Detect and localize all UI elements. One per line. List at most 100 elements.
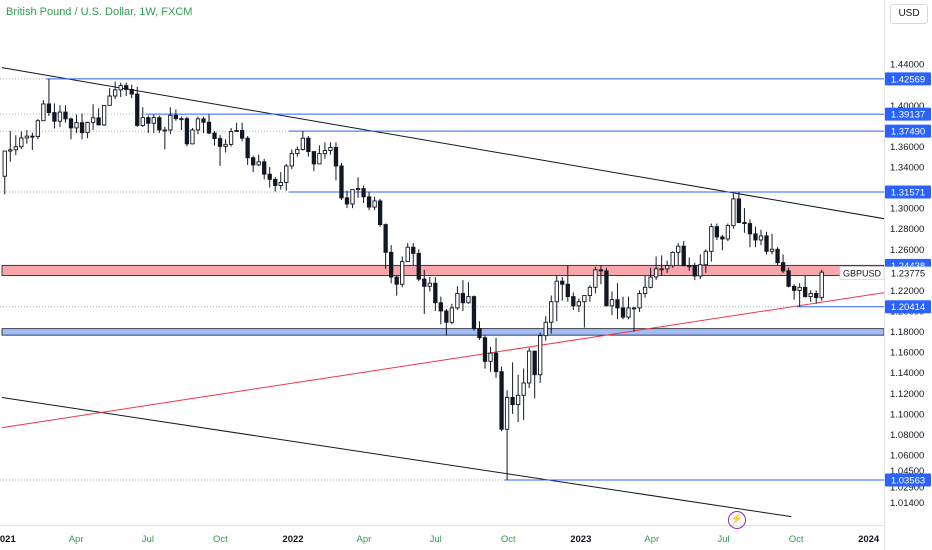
candle-body: [471, 296, 477, 329]
candle-body: [676, 245, 681, 253]
candle-body: [455, 293, 460, 309]
candle-body: [725, 225, 731, 240]
candle-body: [598, 269, 604, 272]
candle-body: [648, 276, 653, 288]
candle-body: [129, 88, 134, 95]
lightning-icon[interactable]: ⚡: [728, 511, 746, 529]
candle-body: [256, 161, 261, 166]
candle-body: [168, 114, 173, 131]
currency-button[interactable]: USD: [890, 4, 928, 24]
candle-body: [775, 248, 780, 264]
candle-body: [190, 129, 195, 145]
candle-body: [819, 271, 824, 299]
candle-body: [79, 122, 85, 134]
price-zones: [1, 264, 885, 336]
price-tick-label: 1.08000: [890, 430, 924, 441]
candle-body: [355, 188, 361, 191]
candle-body: [157, 117, 162, 131]
candle-body: [438, 302, 443, 312]
candle-body: [201, 118, 206, 123]
candle-body: [698, 264, 703, 277]
level-price-tag: [885, 107, 931, 121]
time-tick-label: Jul: [142, 534, 154, 545]
candle-body: [791, 285, 797, 291]
candle-body: [68, 118, 74, 129]
time-axis[interactable]: 2021 Apr Jul Oct 2022 Apr Jul Oct 2023 Apr Jul Oct 2…: [0, 534, 932, 545]
level-price-tag: [885, 124, 931, 138]
candle-body: [35, 120, 41, 137]
candle-body: [273, 178, 278, 186]
price-tick-label: 1.40000: [890, 101, 924, 112]
candle-body: [433, 282, 438, 304]
candle-body: [295, 149, 300, 155]
candle-body: [626, 307, 631, 318]
time-tick-label: Apr: [644, 534, 659, 545]
candle-body: [609, 299, 615, 307]
candle-body: [565, 283, 570, 298]
price-tick-label: 1.12000: [890, 389, 924, 400]
resistance-zone: [1, 264, 885, 276]
candle-body: [284, 165, 289, 183]
candle-body: [344, 197, 350, 205]
candle-body: [333, 146, 339, 167]
candle-body: [554, 280, 559, 303]
candle-body: [217, 138, 223, 147]
candle-body: [515, 394, 521, 406]
zone-price-label: 1.24438: [891, 261, 925, 272]
candle-body: [653, 268, 659, 278]
candle-body: [8, 149, 13, 152]
candle-body: [764, 235, 769, 252]
candle-body: [786, 270, 791, 287]
candle-body: [135, 93, 140, 126]
candle-body: [339, 165, 344, 199]
candle-body: [41, 103, 46, 122]
price-tick-label: 1.01400: [890, 498, 924, 509]
candle-body: [411, 246, 416, 254]
candle-body: [549, 301, 554, 323]
candle-body: [714, 226, 719, 238]
candle-body: [576, 301, 581, 307]
candle-body: [405, 246, 410, 263]
candle-body: [642, 286, 648, 294]
candle-body: [521, 382, 526, 396]
candle-body: [267, 173, 272, 180]
candle-body: [113, 89, 118, 97]
candle-body: [797, 286, 802, 291]
candle-body: [278, 181, 283, 186]
candle-body: [620, 307, 626, 318]
candles: [2, 78, 824, 481]
level-price-label: 1.20414: [891, 302, 925, 313]
candle-body: [74, 122, 79, 129]
candle-body: [24, 135, 29, 139]
candle-body: [306, 137, 311, 153]
price-tick-label: 1.26000: [890, 245, 924, 256]
horizontal-levels: [0, 78, 884, 481]
candle-body: [300, 137, 305, 150]
price-tick-label: 1.36000: [890, 142, 924, 153]
level-price-tag: [885, 300, 931, 314]
candle-body: [239, 130, 245, 139]
price-tick-label: 1.18000: [890, 327, 924, 338]
channel-upper: [1, 67, 932, 228]
candle-body: [582, 295, 587, 303]
time-tick-label: Oct: [789, 534, 804, 545]
chart-title: British Pound / U.S. Dollar, 1W, FXCM: [6, 6, 193, 18]
candle-body: [262, 161, 267, 175]
candle-body: [118, 85, 123, 91]
candle-body: [124, 85, 129, 90]
candle-body: [383, 224, 388, 253]
symbol-label: GBPUSD: [843, 269, 882, 279]
time-tick-label: 2021: [0, 534, 16, 545]
candle-body: [488, 352, 493, 362]
candle-body: [466, 296, 471, 304]
last-price-tag: [885, 266, 931, 280]
candle-body: [151, 117, 156, 124]
candle-body: [52, 112, 57, 122]
candle-body: [758, 235, 764, 241]
candle-body: [228, 131, 234, 145]
candle-body: [560, 280, 565, 285]
candle-body: [377, 200, 383, 226]
last-price-label: 1.23775: [891, 269, 925, 280]
candle-body: [416, 252, 421, 280]
